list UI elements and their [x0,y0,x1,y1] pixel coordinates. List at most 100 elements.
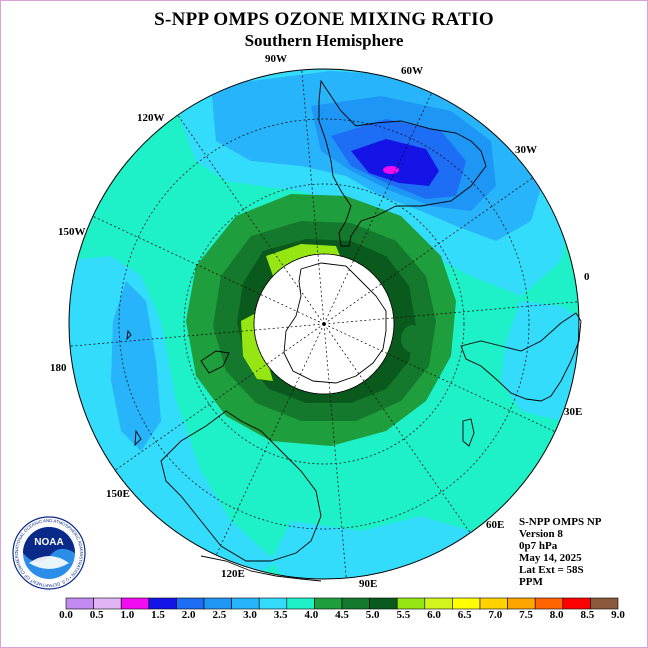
colorbar-swatch [120,597,150,610]
meridian-line [114,323,325,471]
meridian-line [323,301,579,325]
colorbar-label: 3.0 [243,609,257,621]
info-units: PPM [519,576,543,588]
coastline-madagascar [462,418,475,447]
colorbar-label: 7.5 [519,609,533,621]
colorbar-label: 1.0 [120,609,134,621]
info-date: May 14, 2025 [519,552,582,564]
lon-label-90e: 90E [359,578,377,590]
meridian-line [92,215,325,325]
colorbar-swatch [507,597,536,610]
colorbar-label: 6.5 [458,609,472,621]
ozone-region-5-5-west [241,313,273,381]
colorbar-label: 4.5 [335,609,349,621]
meridian-line [301,69,325,325]
lon-label-150w: 150W [58,226,86,238]
colorbar-swatch [369,597,398,610]
colorbar-swatch [203,597,232,610]
lon-label-120w: 120W [137,112,165,124]
lon-label-120e: 120E [221,568,245,580]
meridian-line [323,323,471,534]
colorbar-label: 0.5 [90,609,104,621]
meridian-line [323,323,556,433]
no-data-boundary [253,253,395,395]
info-pressure: 0p7 hPa [519,540,558,552]
colorbar-swatches [65,597,619,610]
coastline-indonesia [200,555,322,582]
meridian-line [215,323,325,556]
colorbar-swatch [176,597,205,610]
colorbar-swatch [286,597,315,610]
ozone-region-1-5 [351,139,439,186]
colorbar-swatch [562,597,591,610]
map-subtitle: Southern Hemisphere [244,31,404,50]
latitude-circle [118,118,530,530]
latitude-circle [183,183,465,465]
coastline-africa [460,312,582,402]
ozone-region-3-5-east [501,301,579,421]
colorbar-label: 5.0 [366,609,380,621]
colorbar-swatch [231,597,260,610]
lon-label-150e: 150E [106,488,130,500]
ozone-region-3-0-west [111,281,161,451]
colorbar-label: 7.0 [488,609,502,621]
info-panel: S-NPP OMPS NP Version 8 0p7 hPa May 14, … [519,516,602,588]
colorbar-label: 3.5 [274,609,288,621]
meridian-line [69,323,325,347]
map-boundary [68,68,580,580]
lon-label-60w: 60W [401,65,423,77]
lon-label-180: 180 [50,362,67,374]
ozone-region-3-5-south [271,516,521,579]
colorbar-swatch [314,597,343,610]
meridian-line [323,323,347,579]
colorbar-swatch [452,597,481,610]
info-instrument: S-NPP OMPS NP [519,516,602,528]
meridian-line [177,114,325,325]
info-lat-ext: Lat Ext = 58S [519,564,584,576]
coastline-islands-b [134,429,142,447]
colorbar-label: 5.5 [396,609,410,621]
colorbar-label: 9.0 [611,609,625,621]
colorbar-label: 4.0 [304,609,318,621]
colorbar-swatch [396,597,426,610]
noaa-logo: NOAA NATIONAL OCEANIC AND ATMOSPHERIC AD… [12,516,86,590]
noaa-logo-text: NOAA [34,537,63,548]
coastline-new-zealand [200,350,230,374]
colorbar-swatch [258,597,288,610]
lon-label-60e: 60E [486,519,504,531]
coastlines [126,79,582,582]
colorbar-labels: 0.0 0.5 1.0 1.5 2.0 2.5 3.0 3.5 4.0 4.5 5.0 5.5 6.0 6… [59,609,625,621]
colorbar-swatch [148,597,177,610]
coastline-islands-a [126,329,132,341]
coastline-australia [160,410,322,562]
colorbar-swatch [479,597,508,610]
colorbar-swatch [590,597,619,610]
colorbar-swatch [93,597,122,610]
south-pole-marker [322,322,326,326]
meridian-line [323,177,534,325]
ozone-region-4-5-spot [401,325,425,353]
coastline-south-america [318,79,487,247]
colorbar-swatch [341,597,370,610]
colorbar-label: 1.5 [151,609,165,621]
colorbar-label: 8.0 [550,609,564,621]
lon-label-0: 0 [584,271,590,283]
colorbar-swatch [534,597,564,610]
colorbar-label: 8.5 [580,609,594,621]
colorbar-label: 2.0 [182,609,196,621]
meridian-line [323,92,433,325]
lon-label-30e: 30E [564,406,582,418]
lon-label-90w: 90W [265,53,287,65]
map-title: S-NPP OMPS OZONE MIXING RATIO [154,9,494,30]
coastline-antarctica [283,262,387,384]
colorbar-label: 6.0 [427,609,441,621]
colorbar-label: 2.5 [212,609,226,621]
info-version: Version 8 [519,528,563,540]
colorbar-swatch [65,597,94,610]
colorbar-swatch [424,597,453,610]
colorbar-label: 0.0 [59,609,73,621]
lon-label-30w: 30W [515,144,537,156]
